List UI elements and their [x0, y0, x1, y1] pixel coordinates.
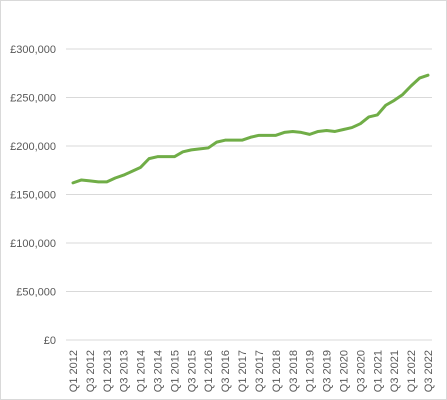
data-point — [232, 139, 235, 142]
gridlines — [66, 48, 432, 341]
data-point — [190, 148, 193, 151]
y-tick-label: £300,000 — [10, 44, 56, 56]
data-point — [224, 139, 227, 142]
data-point — [198, 147, 201, 150]
data-point — [401, 93, 404, 96]
x-tick-label: Q3 2015 — [186, 350, 198, 392]
x-tick-label: Q3 2022 — [423, 350, 435, 392]
data-point — [207, 146, 210, 149]
x-tick-label: Q3 2021 — [389, 350, 401, 392]
x-tick-label: Q3 2012 — [85, 350, 97, 392]
data-point — [105, 180, 108, 183]
data-point — [376, 113, 379, 116]
data-point — [131, 170, 134, 173]
data-point — [72, 181, 75, 184]
data-point — [257, 134, 260, 137]
data-point — [114, 177, 117, 180]
data-point — [249, 136, 252, 139]
data-point — [122, 174, 125, 177]
x-tick-label: Q3 2016 — [220, 350, 232, 392]
series-layer — [71, 73, 430, 185]
x-tick-label: Q3 2020 — [355, 350, 367, 392]
data-point — [274, 134, 277, 137]
data-point — [241, 139, 244, 142]
data-point — [427, 74, 430, 77]
data-point — [300, 131, 303, 134]
x-tick-label: Q3 2013 — [119, 350, 131, 392]
data-point — [173, 155, 176, 158]
y-tick-label: £200,000 — [10, 141, 56, 153]
data-point — [266, 134, 269, 137]
x-tick-label: Q1 2013 — [102, 350, 114, 392]
y-tick-label: £100,000 — [10, 238, 56, 250]
data-point — [291, 130, 294, 133]
y-axis-tick-labels: £0 £50,000 £100,000 £150,000 £200,000 £250,00… — [10, 44, 56, 347]
data-point — [181, 150, 184, 153]
data-point — [418, 77, 421, 80]
data-point — [308, 133, 311, 136]
x-tick-label: Q1 2018 — [271, 350, 283, 392]
data-point — [342, 128, 345, 131]
data-point — [393, 99, 396, 102]
data-point — [215, 141, 218, 144]
data-point — [317, 130, 320, 133]
data-point — [367, 115, 370, 118]
x-tick-label: Q1 2019 — [305, 350, 317, 392]
x-tick-label: Q3 2014 — [153, 350, 165, 392]
x-tick-label: Q3 2019 — [322, 350, 334, 392]
x-tick-label: Q1 2015 — [169, 350, 181, 392]
x-tick-label: Q3 2017 — [254, 350, 266, 392]
y-tick-label: £250,000 — [10, 93, 56, 105]
series-line-0 — [71, 73, 430, 185]
y-tick-label: £0 — [44, 335, 56, 347]
x-tick-label: Q1 2021 — [372, 350, 384, 392]
data-point — [139, 166, 142, 169]
y-tick-label: £150,000 — [10, 190, 56, 202]
x-tick-label: Q1 2020 — [338, 350, 350, 392]
data-point — [384, 104, 387, 107]
x-tick-label: Q1 2022 — [406, 350, 418, 392]
data-point — [334, 130, 337, 133]
data-point — [156, 155, 159, 158]
y-tick-label: £50,000 — [16, 287, 56, 299]
data-point — [325, 129, 328, 132]
x-tick-label: Q1 2016 — [203, 350, 215, 392]
data-point — [410, 84, 413, 87]
x-tick-label: Q3 2018 — [288, 350, 300, 392]
data-point — [359, 122, 362, 125]
data-point — [350, 126, 353, 129]
x-tick-label: Q1 2012 — [68, 350, 80, 392]
data-point — [80, 178, 83, 181]
data-point — [88, 179, 91, 182]
data-point — [97, 180, 100, 183]
data-point — [148, 157, 151, 160]
x-tick-label: Q1 2014 — [136, 350, 148, 392]
data-point — [164, 155, 167, 158]
data-point — [283, 131, 286, 134]
x-axis-tick-labels: Q1 2012 Q3 2012 Q1 2013 Q3 2013 Q1 2014 Q3 20… — [68, 350, 435, 392]
x-tick-label: Q1 2017 — [237, 350, 249, 392]
